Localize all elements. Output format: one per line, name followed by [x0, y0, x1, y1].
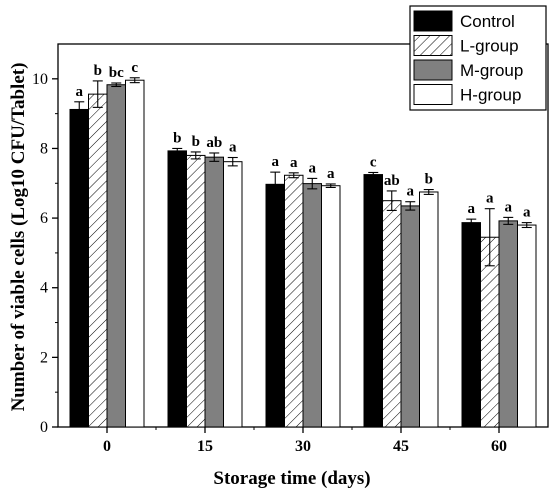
bar: [284, 174, 304, 428]
significance-label: b: [192, 134, 200, 150]
bar: [400, 205, 420, 428]
x-tick-label: 15: [197, 438, 213, 455]
x-tick-label: 60: [491, 438, 507, 455]
significance-label: a: [309, 160, 317, 176]
x-tick-label: 0: [103, 438, 111, 455]
bar: [461, 222, 481, 428]
bar: [167, 150, 187, 428]
significance-label: b: [425, 172, 433, 188]
y-tick-label: 10: [32, 71, 48, 88]
significance-label: a: [468, 201, 476, 217]
legend: Control L-group M-group H-group: [409, 5, 547, 111]
significance-label: ab: [384, 173, 400, 189]
y-tick-label: 2: [40, 349, 48, 366]
x-tick-label: 30: [295, 438, 311, 455]
legend-swatch: [413, 10, 453, 32]
bar: [363, 174, 383, 428]
bar: [302, 183, 322, 428]
bar: [106, 84, 126, 428]
bar: [69, 108, 89, 428]
significance-label: a: [407, 184, 415, 200]
bar: [125, 79, 145, 428]
bar: [321, 185, 341, 428]
bar: [498, 220, 518, 428]
legend-entry: M-group: [460, 61, 523, 80]
bar: [204, 156, 224, 428]
legend-entry: Control: [460, 12, 515, 31]
bar: [88, 93, 108, 428]
significance-label: c: [131, 60, 138, 76]
legend-swatch: [413, 59, 453, 81]
bar: [517, 224, 537, 428]
y-tick-label: 6: [40, 210, 48, 227]
significance-label: a: [486, 191, 494, 207]
significance-label: b: [94, 63, 102, 79]
bar: [265, 183, 285, 428]
significance-label: a: [327, 166, 335, 182]
y-tick-label: 8: [40, 140, 48, 157]
significance-label: a: [76, 84, 84, 100]
bar: [382, 200, 402, 428]
legend-swatch: [413, 35, 453, 56]
legend-entry: H-group: [460, 86, 521, 105]
x-axis-label: Storage time (days): [213, 468, 370, 489]
significance-label: ab: [206, 135, 222, 151]
significance-label: a: [229, 140, 237, 156]
significance-label: bc: [109, 65, 124, 81]
significance-label: c: [370, 154, 377, 170]
y-tick-label: 4: [40, 280, 48, 297]
significance-label: a: [523, 205, 531, 221]
significance-label: a: [290, 155, 298, 171]
legend-swatch: [413, 84, 453, 105]
legend-entry: L-group: [460, 37, 519, 56]
bar: [186, 154, 206, 428]
y-tick-label: 0: [40, 419, 48, 436]
bar: [223, 161, 243, 428]
significance-label: a: [272, 154, 280, 170]
x-tick-label: 45: [393, 438, 409, 455]
y-axis-label: Number of viable cells (Log10 CFU/Tablet…: [8, 63, 29, 412]
significance-label: b: [173, 130, 181, 146]
bar: [419, 191, 439, 428]
significance-label: a: [505, 199, 513, 215]
